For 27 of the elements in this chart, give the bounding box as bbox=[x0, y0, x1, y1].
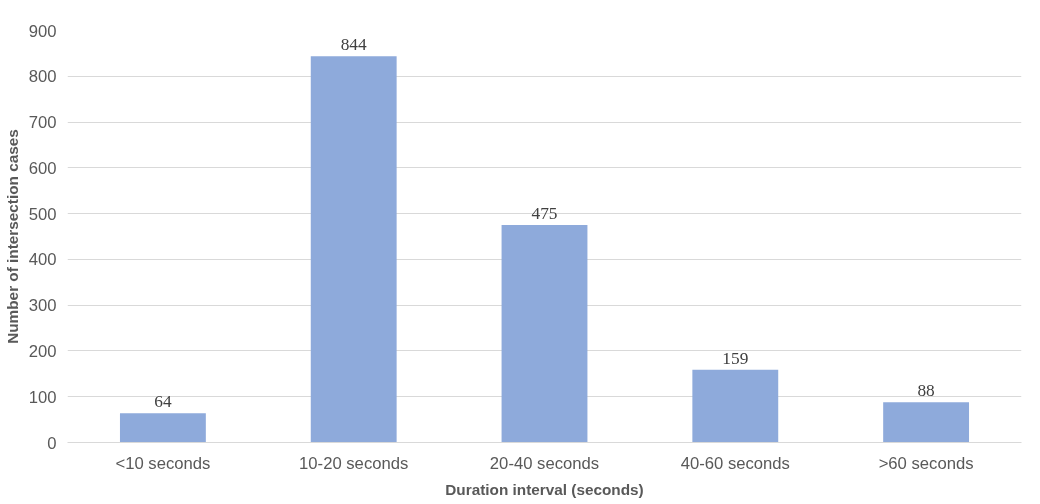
x-tick-label: 10-20 seconds bbox=[299, 453, 409, 473]
y-tick-label: 0 bbox=[47, 433, 57, 453]
y-tick-label: 200 bbox=[28, 341, 57, 361]
y-tick-label: 400 bbox=[28, 250, 57, 270]
y-tick-label: 800 bbox=[28, 67, 57, 87]
y-axis-title: Number of intersection cases bbox=[3, 129, 21, 344]
bar bbox=[119, 413, 206, 443]
data-label: 475 bbox=[531, 204, 558, 224]
data-label: 159 bbox=[722, 348, 749, 368]
bar bbox=[692, 369, 779, 443]
bar bbox=[883, 402, 970, 443]
y-tick-label: 900 bbox=[28, 21, 57, 41]
x-axis-title: Duration interval (seconds) bbox=[445, 480, 644, 498]
x-tick-label: >60 seconds bbox=[878, 453, 974, 473]
data-label: 88 bbox=[917, 381, 935, 401]
bar bbox=[501, 225, 588, 443]
y-tick-label: 300 bbox=[28, 296, 57, 316]
data-label: 844 bbox=[340, 35, 368, 55]
y-tick-label: 500 bbox=[28, 204, 57, 224]
data-label: 64 bbox=[154, 392, 172, 412]
x-tick-label: <10 seconds bbox=[115, 453, 211, 473]
x-tick-label: 40-60 seconds bbox=[680, 453, 790, 473]
y-tick-label: 100 bbox=[28, 387, 57, 407]
bar bbox=[310, 56, 397, 443]
y-tick-label: 600 bbox=[28, 158, 57, 178]
y-tick-label: 700 bbox=[28, 113, 57, 133]
x-tick-label: 20-40 seconds bbox=[489, 453, 600, 473]
